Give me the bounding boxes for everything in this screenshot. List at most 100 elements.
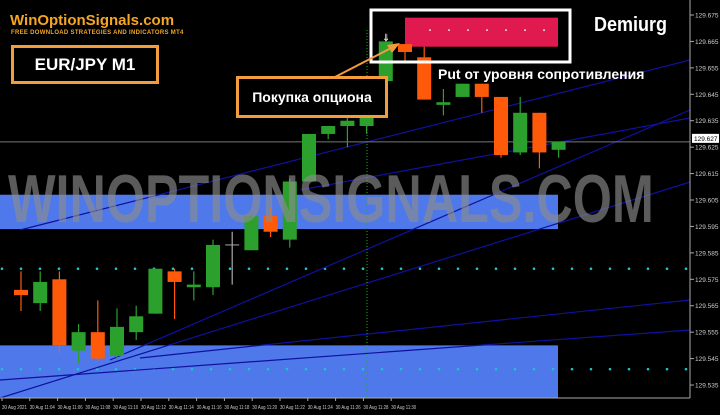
candle (148, 268, 163, 314)
x-tick-label: 30 Aug 2021 (2, 405, 27, 411)
level-dot (266, 267, 270, 271)
candle-body (551, 141, 566, 150)
level-dot (399, 367, 403, 371)
symbol-label: EUR/JPY M1 (11, 45, 159, 84)
x-tick-label: 30 Aug 11:26 (336, 405, 361, 411)
level-dot (0, 267, 4, 271)
level-dot (627, 267, 631, 271)
level-dot (133, 267, 137, 271)
zone-dot (524, 29, 526, 32)
candle (225, 231, 240, 285)
level-dot (342, 267, 346, 271)
level-dot (513, 267, 517, 271)
candle (282, 178, 297, 248)
y-tick-label: 129.535 (695, 383, 719, 390)
level-dot (570, 267, 574, 271)
y-tick-label: 129.655 (695, 65, 719, 72)
level-dot (475, 367, 479, 371)
candle-body (71, 332, 86, 351)
candle-body (513, 112, 528, 153)
candle (417, 46, 432, 100)
candle-body (282, 181, 297, 240)
y-tick-label: 129.615 (695, 171, 719, 178)
level-dot (285, 267, 289, 271)
y-tick-label: 129.675 (695, 13, 719, 20)
level-dot (323, 367, 327, 371)
level-dot (114, 267, 118, 271)
x-tick-label: 30 Aug 11:06 (58, 405, 83, 411)
level-dot (684, 367, 688, 371)
candle (474, 83, 489, 113)
level-dot (76, 267, 80, 271)
zone-dot (543, 29, 545, 32)
level-dot (456, 367, 460, 371)
level-dot (608, 267, 612, 271)
level-dot (76, 367, 80, 371)
trendline (0, 181, 691, 399)
resistance-highlight-frame (369, 8, 572, 64)
candle (14, 271, 28, 312)
level-dot (532, 267, 536, 271)
candle-body (33, 281, 48, 304)
x-tick-label: 30 Aug 11:16 (197, 405, 222, 411)
candle-body (359, 115, 374, 127)
level-dot (418, 267, 422, 271)
level-dot (513, 367, 517, 371)
y-tick-label: 129.555 (695, 330, 719, 337)
level-dot (171, 367, 175, 371)
zone-dot (448, 29, 450, 32)
candle (263, 207, 278, 238)
x-tick-label: 30 Aug 11:04 (30, 405, 55, 411)
level-dot (608, 367, 612, 371)
level-dot (19, 367, 23, 371)
candle (513, 96, 528, 156)
y-tick-label: 129.575 (695, 277, 719, 284)
level-dot (646, 267, 650, 271)
level-dot (437, 267, 441, 271)
candle-body (186, 284, 201, 288)
y-tick-label: 129.645 (695, 92, 719, 99)
candle (52, 271, 67, 354)
y-tick-label: 129.605 (695, 198, 719, 205)
level-dot (0, 367, 4, 371)
candle-body (532, 112, 547, 153)
level-dot (551, 367, 555, 371)
level-dot (437, 367, 441, 371)
candle (90, 300, 105, 362)
current-price-badge (692, 133, 719, 143)
candle (494, 96, 508, 158)
candle (302, 133, 316, 182)
level-dot (171, 267, 175, 271)
y-tick-label: 129.665 (695, 39, 719, 46)
level-dot (589, 367, 593, 371)
level-dot (190, 367, 194, 371)
put-annotation: Put от уровня сопротивления (438, 66, 645, 82)
zone-dot (486, 29, 488, 32)
current-price-label: 129.627 (694, 136, 718, 143)
x-tick-label: 30 Aug 11:18 (224, 405, 249, 411)
candle (71, 324, 86, 364)
candle (186, 271, 201, 301)
zone-dot (429, 29, 431, 32)
candle-body (244, 215, 259, 251)
candle-body (90, 332, 105, 359)
candle-body (148, 268, 163, 314)
candle (455, 83, 470, 97)
level-dot (190, 267, 194, 271)
level-dot (646, 367, 650, 371)
brand-tagline: FREE DOWNLOAD STRATEGIES AND INDICATORS … (11, 30, 184, 36)
y-tick-label: 129.565 (695, 303, 719, 310)
candle (551, 141, 566, 158)
level-dot (475, 267, 479, 271)
watermark: WINOPTIONSIGNALS.COM (8, 161, 654, 237)
level-dot (418, 367, 422, 371)
level-dot (361, 367, 365, 371)
level-dot (304, 367, 308, 371)
trendline (0, 329, 691, 381)
candle-body (474, 83, 489, 97)
candle (244, 210, 259, 251)
zone-dot (467, 29, 469, 32)
level-dot (589, 267, 593, 271)
candle-body (436, 102, 451, 105)
